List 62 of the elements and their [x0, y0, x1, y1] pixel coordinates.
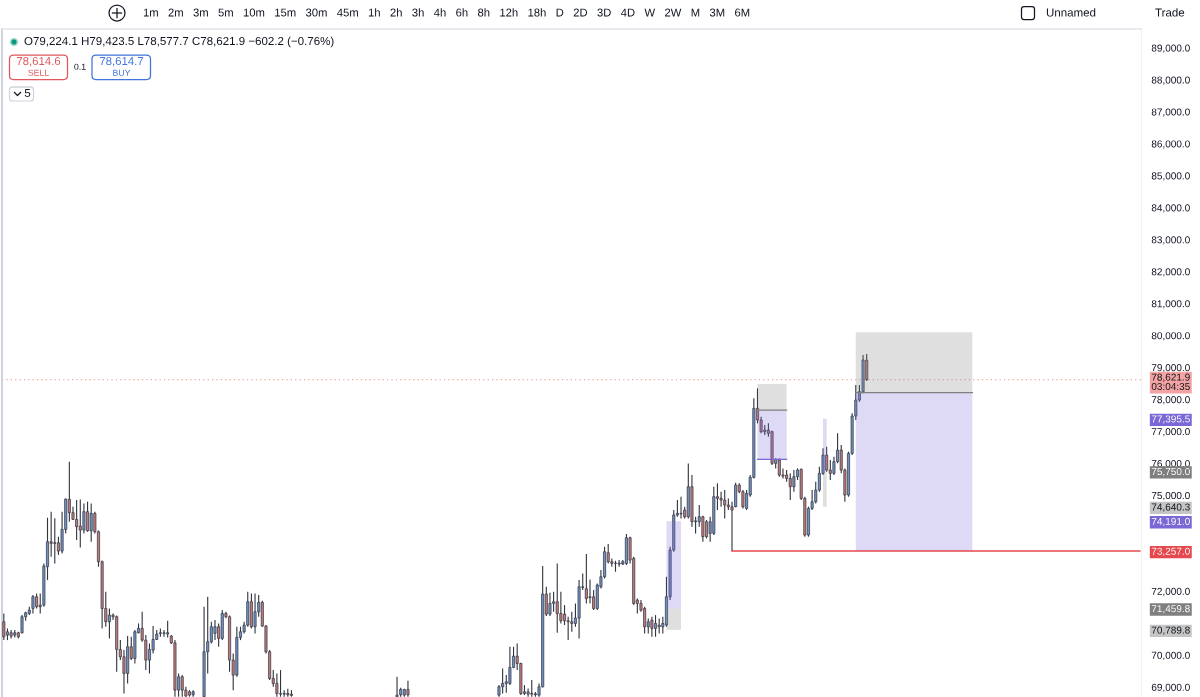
y-tick-label: 69,000.0	[1151, 683, 1190, 692]
candlestick	[679, 496, 683, 519]
annotation: BUY	[113, 69, 131, 76]
candlestick	[53, 517, 57, 564]
candlestick	[253, 592, 257, 634]
candlestick	[825, 446, 829, 473]
text: Trade	[1155, 8, 1185, 17]
candlestick	[180, 674, 184, 697]
annotation: 5	[24, 89, 31, 98]
candlestick	[705, 519, 708, 539]
candlestick	[78, 498, 82, 548]
y-tick-label: 75,750.0	[1151, 467, 1190, 477]
ref-line-label: 78,621.9 03:04:35	[1151, 373, 1190, 391]
y-tick-label: 72,000.0	[1151, 587, 1190, 597]
candlestick	[213, 619, 217, 641]
y-tick-label: 88,000.0	[1151, 76, 1190, 85]
text: 1m 2m 3m 5m 10m 15m 30m 45m 1h 2h 3h 4h 6h 8h 12h 18h D 2D 3D 4D W 2W M 3M 6M	[143, 8, 750, 17]
candlestick	[31, 594, 35, 614]
y-tick-label: 89,000.0	[1151, 44, 1190, 53]
candlestick	[275, 672, 279, 697]
y-tick-label: 77,395.5	[1151, 415, 1190, 424]
y-tick-label: 76,000.0	[1151, 460, 1190, 469]
candlestick	[162, 629, 166, 638]
text: Unnamed	[1046, 8, 1096, 17]
y-tick-label: 86,000.0	[1151, 140, 1190, 149]
y-tick-label: 74,191.0	[1151, 517, 1190, 527]
candlestick	[617, 559, 621, 568]
annotation: SELL	[28, 69, 49, 76]
y-tick-label: 70,000.0	[1151, 651, 1190, 661]
candlestick	[552, 591, 556, 613]
y-tick-label: 87,000.0	[1151, 108, 1190, 117]
y-tick-label: 71,459.8	[1151, 605, 1190, 614]
candlestick	[650, 616, 654, 638]
candlestick	[614, 560, 617, 573]
candlestick	[107, 607, 111, 639]
annotation: 78,614.6	[16, 56, 61, 67]
candlestick	[86, 501, 90, 533]
annotation: 0.1	[74, 63, 86, 70]
candlestick	[188, 689, 191, 697]
y-tick-label: 84,000.0	[1151, 204, 1190, 213]
candlestick	[788, 472, 792, 501]
y-tick-label: 73,257.0	[1151, 547, 1190, 556]
candlestick	[395, 676, 399, 697]
y-tick-label: 78,000.0	[1151, 396, 1190, 405]
candlestick	[89, 502, 93, 543]
candlestick	[563, 604, 566, 626]
y-tick-label: 77,000.0	[1151, 428, 1190, 437]
y-tick-label: 82,000.0	[1151, 268, 1190, 277]
y-tick-label: 83,000.0	[1151, 236, 1190, 245]
y-tick-label: 81,000.0	[1151, 300, 1190, 309]
y-tick-label: 85,000.0	[1151, 172, 1190, 181]
y-tick-label: 80,000.0	[1151, 332, 1190, 341]
annotation: 78,614.7	[99, 56, 144, 67]
y-tick-label: 75,000.0	[1151, 491, 1190, 501]
y-tick-label: 70,789.8	[1151, 626, 1190, 635]
candlestick	[406, 680, 410, 697]
candlestick	[555, 562, 559, 634]
candlestick	[548, 592, 552, 617]
y-tick-label: 79,000.0	[1151, 364, 1190, 373]
candlestick	[75, 499, 79, 541]
text: O79,224.1 H79,423.5 L78,577.7 C78,621.9 −602.2 (−0.76%)	[24, 36, 334, 48]
y-tick-label: 74,640.3	[1151, 503, 1190, 512]
